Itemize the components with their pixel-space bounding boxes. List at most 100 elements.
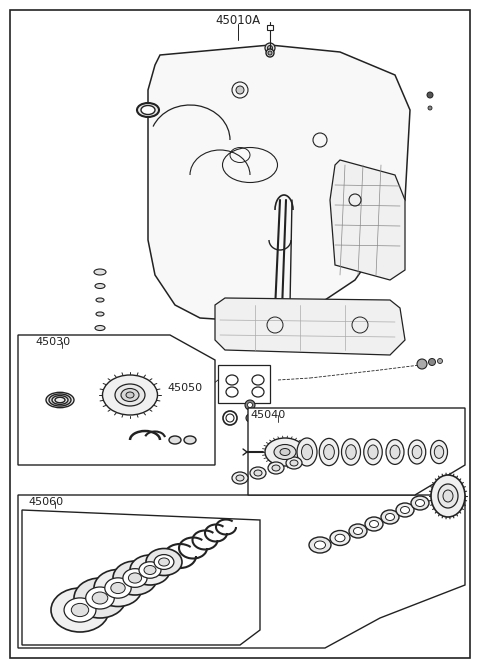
Ellipse shape [115,384,145,406]
Ellipse shape [49,394,71,406]
Ellipse shape [390,445,400,459]
Ellipse shape [365,517,383,531]
Circle shape [268,51,272,55]
Ellipse shape [250,467,266,479]
Ellipse shape [123,569,147,587]
Circle shape [427,92,433,98]
Ellipse shape [121,389,139,401]
Circle shape [265,43,275,53]
Ellipse shape [92,592,108,604]
Ellipse shape [396,503,414,517]
Circle shape [236,86,244,94]
Ellipse shape [280,448,290,456]
Ellipse shape [52,395,68,404]
Ellipse shape [274,444,296,460]
Circle shape [245,400,255,410]
Ellipse shape [385,514,395,520]
Ellipse shape [51,588,109,632]
Polygon shape [330,160,405,280]
Ellipse shape [74,578,126,618]
Bar [267,25,273,30]
Ellipse shape [129,573,142,583]
Ellipse shape [254,470,262,476]
Circle shape [417,359,427,369]
Text: 45050: 45050 [168,383,203,393]
Ellipse shape [411,496,429,510]
Ellipse shape [330,531,350,545]
Ellipse shape [144,565,156,575]
Ellipse shape [111,583,125,593]
Polygon shape [18,495,465,648]
Ellipse shape [335,535,345,542]
Text: 45030: 45030 [35,337,70,347]
Polygon shape [215,298,405,355]
Ellipse shape [94,569,142,607]
Ellipse shape [95,326,105,330]
Ellipse shape [443,490,453,502]
Polygon shape [148,45,410,320]
Ellipse shape [412,446,422,459]
Ellipse shape [184,436,196,444]
Ellipse shape [370,520,379,527]
Ellipse shape [46,392,74,407]
Polygon shape [248,408,465,495]
Ellipse shape [154,555,174,569]
Ellipse shape [95,284,105,288]
Circle shape [428,106,432,110]
Ellipse shape [364,440,382,465]
Ellipse shape [434,446,444,458]
Ellipse shape [416,500,424,506]
Ellipse shape [272,465,280,471]
Ellipse shape [232,472,248,484]
Ellipse shape [105,578,131,598]
Ellipse shape [72,603,89,617]
Ellipse shape [400,506,409,514]
Text: 45060: 45060 [28,497,63,507]
Circle shape [246,414,254,422]
Ellipse shape [146,549,182,575]
Ellipse shape [96,312,104,316]
Ellipse shape [96,298,104,302]
Ellipse shape [265,438,305,466]
Ellipse shape [86,587,114,609]
Text: 45040: 45040 [250,410,285,420]
Ellipse shape [139,562,161,578]
Ellipse shape [431,440,447,464]
Ellipse shape [319,438,339,466]
Circle shape [267,45,273,50]
Ellipse shape [381,510,399,524]
Circle shape [248,403,252,407]
Circle shape [437,359,443,363]
Ellipse shape [169,436,181,444]
Ellipse shape [314,541,325,549]
Ellipse shape [341,439,360,465]
Ellipse shape [141,106,155,114]
Ellipse shape [113,561,157,595]
Ellipse shape [386,440,404,464]
Ellipse shape [349,524,367,538]
Ellipse shape [431,475,465,517]
Ellipse shape [64,598,96,622]
Ellipse shape [301,444,312,460]
Bar [218,365,270,403]
Polygon shape [22,510,260,645]
Text: 45010A: 45010A [216,13,261,27]
Ellipse shape [353,527,362,535]
Ellipse shape [137,103,159,117]
Ellipse shape [158,558,169,566]
Ellipse shape [103,375,157,415]
Ellipse shape [236,475,244,481]
Ellipse shape [130,555,170,585]
Ellipse shape [408,440,426,464]
Ellipse shape [94,269,106,275]
Ellipse shape [346,445,356,459]
Ellipse shape [126,392,134,398]
Polygon shape [18,335,215,465]
Circle shape [429,359,435,365]
Ellipse shape [286,457,302,469]
Ellipse shape [368,445,378,459]
Ellipse shape [324,444,335,460]
Ellipse shape [290,460,298,466]
Ellipse shape [268,462,284,474]
Ellipse shape [438,484,458,508]
